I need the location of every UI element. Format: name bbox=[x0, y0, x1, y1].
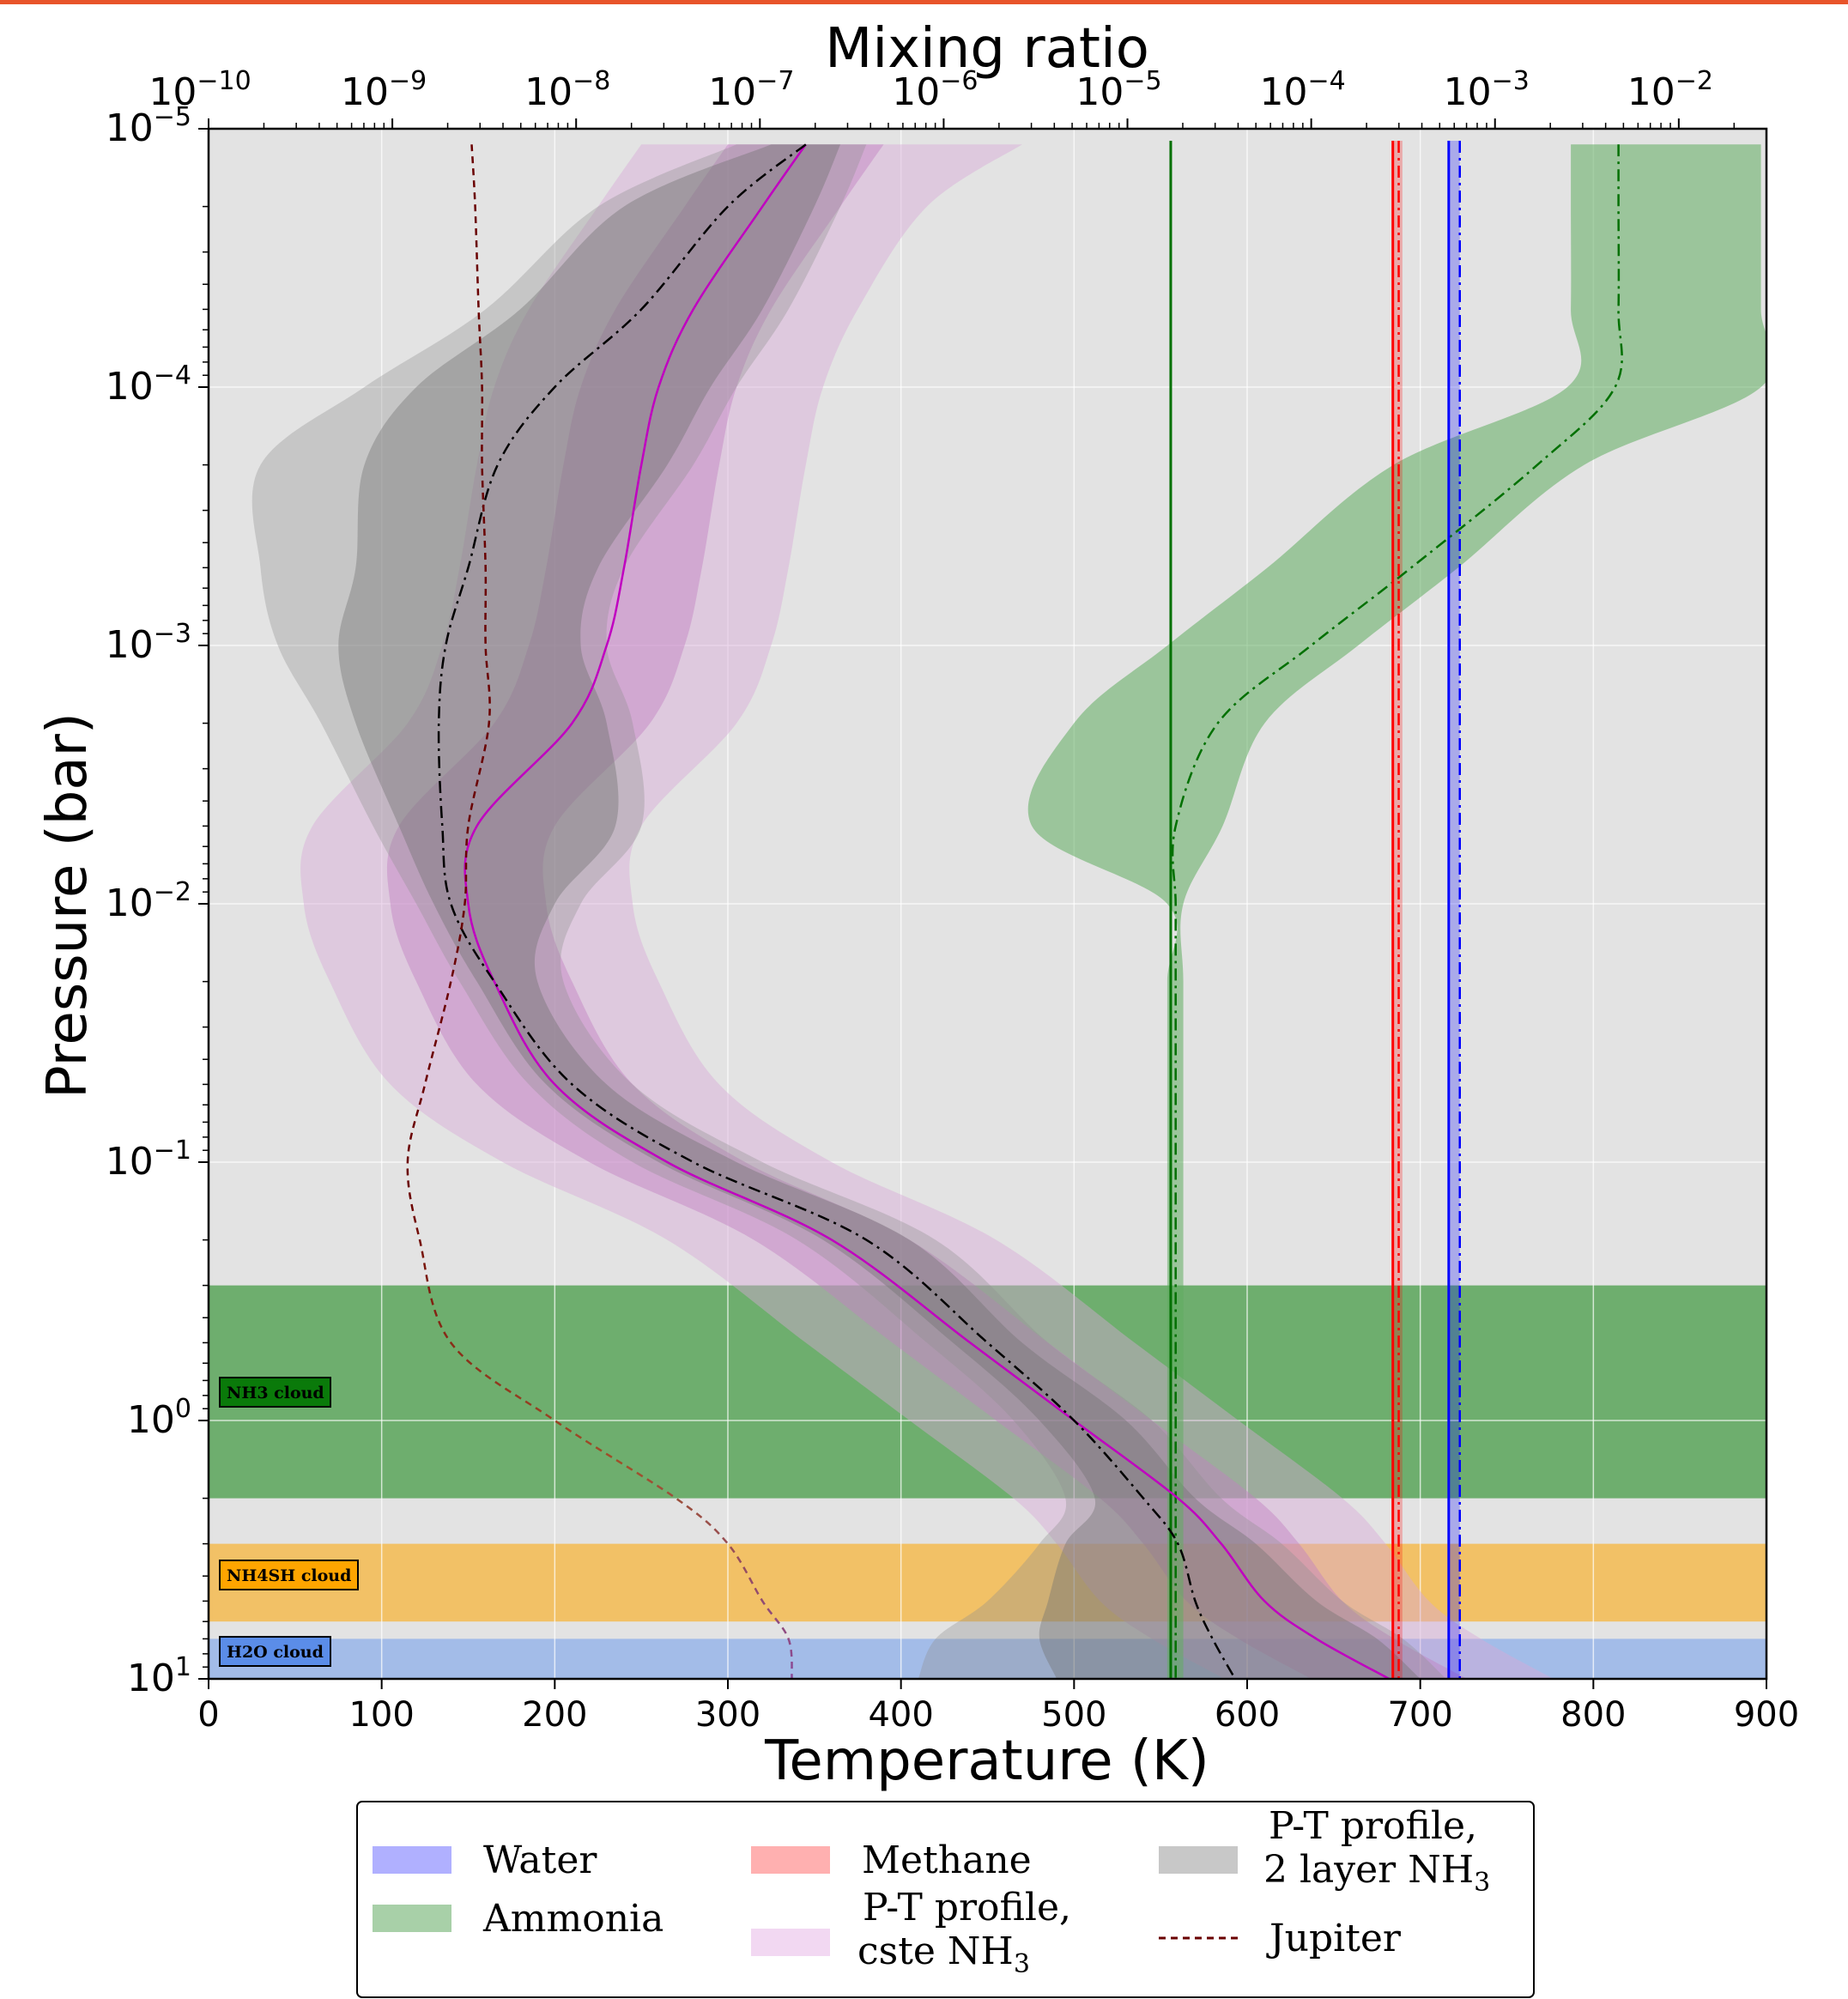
top-tick-label: 10−8 bbox=[524, 66, 610, 114]
legend-item-5-label: P-T profile, bbox=[1269, 1804, 1477, 1848]
y-tick-label: 100 bbox=[127, 1394, 191, 1442]
legend-item-1-swatch bbox=[373, 1846, 451, 1874]
pt-2layer-outer-band bbox=[251, 144, 1446, 1679]
x-tick-label: 500 bbox=[1041, 1695, 1106, 1735]
legend-item-4-label-2: cste NH3 bbox=[857, 1929, 1030, 1979]
pt-cste-outer-band bbox=[300, 144, 1554, 1679]
methane-band bbox=[1392, 141, 1403, 1679]
top-tick-label: 10−9 bbox=[341, 66, 427, 114]
cloud-bands bbox=[209, 1285, 1766, 1679]
pt-2layer-inner-band bbox=[338, 144, 1421, 1679]
pt-cste-line bbox=[464, 143, 1391, 1679]
legend-item-4-label: P-T profile, bbox=[863, 1886, 1071, 1929]
x-tick-label: 0 bbox=[197, 1695, 219, 1735]
top-tick-label: 10−4 bbox=[1260, 66, 1346, 114]
h2o-cloud-label: H2O cloud bbox=[227, 1643, 324, 1662]
jupiter-line bbox=[406, 144, 793, 1679]
h2o-cloud-band bbox=[209, 1639, 1766, 1679]
x-tick-label: 800 bbox=[1560, 1695, 1626, 1735]
y-tick-label: 10−2 bbox=[106, 877, 191, 925]
top-accent-bar bbox=[0, 0, 1848, 4]
y-tick-label: 101 bbox=[127, 1652, 191, 1700]
legend-item-4-swatch bbox=[751, 1929, 830, 1956]
legend-item-3-label: Methane bbox=[862, 1838, 1032, 1882]
legend-item-1-label: Water bbox=[483, 1838, 597, 1882]
x-axis-title: Temperature (K) bbox=[764, 1729, 1209, 1793]
top-axis-title: Mixing ratio bbox=[825, 17, 1149, 81]
legend-item-2-swatch bbox=[373, 1905, 451, 1932]
top-tick-label: 10−5 bbox=[1075, 66, 1161, 114]
h2o-cloud-label-box bbox=[219, 1636, 331, 1667]
pt-2layer-line bbox=[437, 143, 1236, 1679]
nh3-cloud-band bbox=[209, 1285, 1766, 1499]
ammonia-line bbox=[1171, 144, 1623, 1679]
legend-item-5-swatch bbox=[1159, 1846, 1238, 1874]
pt-cste-inner-band bbox=[386, 144, 1468, 1679]
x-tick-label: 700 bbox=[1387, 1695, 1452, 1735]
legend-item-3-swatch bbox=[751, 1846, 830, 1874]
x-tick-label: 200 bbox=[522, 1695, 587, 1735]
nh4sh-cloud-band bbox=[209, 1543, 1766, 1622]
top-tick-label: 10−3 bbox=[1444, 66, 1530, 114]
legend-item-2-label: Ammonia bbox=[482, 1897, 663, 1941]
nh3-cloud-label-box bbox=[219, 1377, 331, 1408]
water-band bbox=[1450, 141, 1460, 1679]
top-tick-label: 10−10 bbox=[148, 66, 251, 114]
series-lines bbox=[406, 141, 1623, 1679]
axis-ticks: 0 100 200 300 400 500 600 700 800 900 10−5 10−4 10−3… bbox=[106, 66, 1799, 1735]
x-tick-label: 900 bbox=[1734, 1695, 1799, 1735]
nh4sh-cloud-label-box bbox=[219, 1560, 359, 1590]
y-axis-title: Pressure (bar) bbox=[36, 712, 100, 1099]
legend-frame bbox=[356, 1801, 1535, 1998]
x-tick-label: 100 bbox=[348, 1695, 414, 1735]
x-tick-label: 300 bbox=[695, 1695, 760, 1735]
top-tick-label: 10−2 bbox=[1627, 66, 1713, 114]
legend-item-5-label-2: 2 layer NH3 bbox=[1263, 1848, 1490, 1898]
y-tick-label: 10−1 bbox=[106, 1136, 191, 1184]
x-tick-label: 400 bbox=[868, 1695, 933, 1735]
top-tick-label: 10−7 bbox=[708, 66, 794, 114]
x-tick-label: 600 bbox=[1215, 1695, 1280, 1735]
nh3-cloud-label: NH3 cloud bbox=[227, 1384, 324, 1402]
legend-item-6-label: Jupiter bbox=[1266, 1917, 1402, 1960]
y-tick-label: 10−4 bbox=[106, 360, 191, 409]
cloud-labels: NH3 cloud NH4SH cloud H2O cloud bbox=[219, 1377, 359, 1667]
top-tick-label: 10−6 bbox=[892, 66, 978, 114]
y-tick-label: 10−3 bbox=[106, 619, 191, 667]
y-tick-label: 10−5 bbox=[106, 102, 191, 150]
nh4sh-cloud-label: NH4SH cloud bbox=[227, 1566, 351, 1585]
